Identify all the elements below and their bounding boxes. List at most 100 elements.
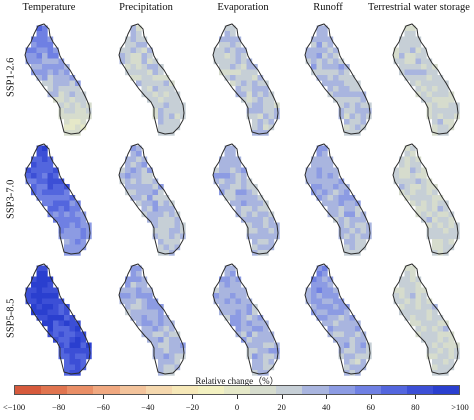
grid-cell xyxy=(263,103,269,109)
grid-cell xyxy=(317,42,323,48)
grid-cell xyxy=(263,239,269,245)
grid-cell xyxy=(48,48,54,54)
grid-cell xyxy=(438,332,444,338)
grid-cell xyxy=(64,343,70,349)
grid-cell xyxy=(158,234,164,240)
grid-cell xyxy=(269,348,275,354)
grid-cell xyxy=(164,125,170,131)
grid-cell xyxy=(339,81,345,87)
grid-cell xyxy=(131,37,137,43)
grid-cell xyxy=(322,315,328,321)
grid-cell xyxy=(339,234,345,240)
grid-cell xyxy=(247,326,253,332)
grid-cell xyxy=(258,354,264,360)
grid-cell xyxy=(263,97,269,103)
grid-cell xyxy=(131,282,137,288)
grid-cell xyxy=(59,348,65,354)
grid-cell xyxy=(164,250,170,256)
grid-cell xyxy=(158,70,164,76)
grid-cell xyxy=(131,179,137,185)
grid-cell xyxy=(350,86,356,92)
grid-cell xyxy=(164,201,170,207)
grid-cell xyxy=(355,239,361,245)
grid-cell xyxy=(64,206,70,212)
grid-cell xyxy=(136,70,142,76)
grid-cell xyxy=(416,184,422,190)
grid-cell xyxy=(64,326,70,332)
grid-cell xyxy=(26,173,32,179)
grid-cell xyxy=(339,64,345,70)
grid-cell xyxy=(410,70,416,76)
grid-cell xyxy=(142,179,148,185)
grid-cell xyxy=(131,299,137,305)
grid-cell xyxy=(405,53,411,59)
grid-cell xyxy=(421,53,427,59)
grid-cell xyxy=(399,53,405,59)
grid-cell xyxy=(164,217,170,223)
grid-cell xyxy=(432,217,438,223)
grid-cell xyxy=(421,321,427,327)
grid-cell xyxy=(421,86,427,92)
grid-cell xyxy=(432,97,438,103)
grid-cell xyxy=(421,315,427,321)
column-title-runoff: Runoff xyxy=(313,2,343,13)
grid-cell xyxy=(53,179,59,185)
grid-cell xyxy=(236,206,242,212)
grid-cell xyxy=(252,354,258,360)
grid-cell xyxy=(443,114,449,120)
grid-cell xyxy=(416,195,422,201)
grid-cell xyxy=(48,86,54,92)
grid-cell xyxy=(252,103,258,109)
grid-cell xyxy=(350,108,356,114)
grid-cell xyxy=(59,321,65,327)
grid-cell xyxy=(252,206,258,212)
grid-cell xyxy=(230,151,236,157)
grid-cell xyxy=(438,92,444,98)
grid-cell xyxy=(164,234,170,240)
grid-cell xyxy=(153,201,159,207)
grid-cell xyxy=(339,217,345,223)
grid-cell xyxy=(247,315,253,321)
grid-cell xyxy=(328,201,334,207)
grid-cell xyxy=(421,217,427,223)
grid-cell xyxy=(131,310,137,316)
grid-cell xyxy=(328,304,334,310)
grid-cell xyxy=(70,359,76,365)
grid-cell xyxy=(81,103,87,109)
grid-cell xyxy=(131,190,137,196)
grid-cell xyxy=(158,228,164,234)
grid-cell xyxy=(350,326,356,332)
grid-cell xyxy=(258,130,264,136)
grid-cell xyxy=(64,103,70,109)
grid-cell xyxy=(322,310,328,316)
grid-cell xyxy=(416,81,422,87)
grid-cell xyxy=(344,337,350,343)
grid-cell xyxy=(59,354,65,360)
grid-cell xyxy=(241,293,247,299)
grid-cell xyxy=(344,310,350,316)
grid-cell xyxy=(344,190,350,196)
grid-cell xyxy=(230,157,236,163)
grid-cell xyxy=(322,75,328,81)
grid-cell xyxy=(64,201,70,207)
grid-cell xyxy=(136,157,142,163)
grid-cell xyxy=(70,86,76,92)
grid-cell xyxy=(263,234,269,240)
grid-cells xyxy=(120,266,186,376)
grid-cell xyxy=(269,234,275,240)
grid-cell xyxy=(247,234,253,240)
grid-cell xyxy=(399,288,405,294)
grid-cell xyxy=(37,293,43,299)
grid-cell xyxy=(361,343,367,349)
grid-cell xyxy=(416,86,422,92)
grid-cell xyxy=(252,343,258,349)
grid-cell xyxy=(31,48,37,54)
grid-cell xyxy=(399,179,405,185)
grid-cell xyxy=(153,228,159,234)
grid-cell xyxy=(252,245,258,251)
grid-cell xyxy=(258,217,264,223)
grid-cell xyxy=(175,103,181,109)
grid-cell xyxy=(147,97,153,103)
grid-cell xyxy=(142,195,148,201)
grid-cell xyxy=(344,201,350,207)
